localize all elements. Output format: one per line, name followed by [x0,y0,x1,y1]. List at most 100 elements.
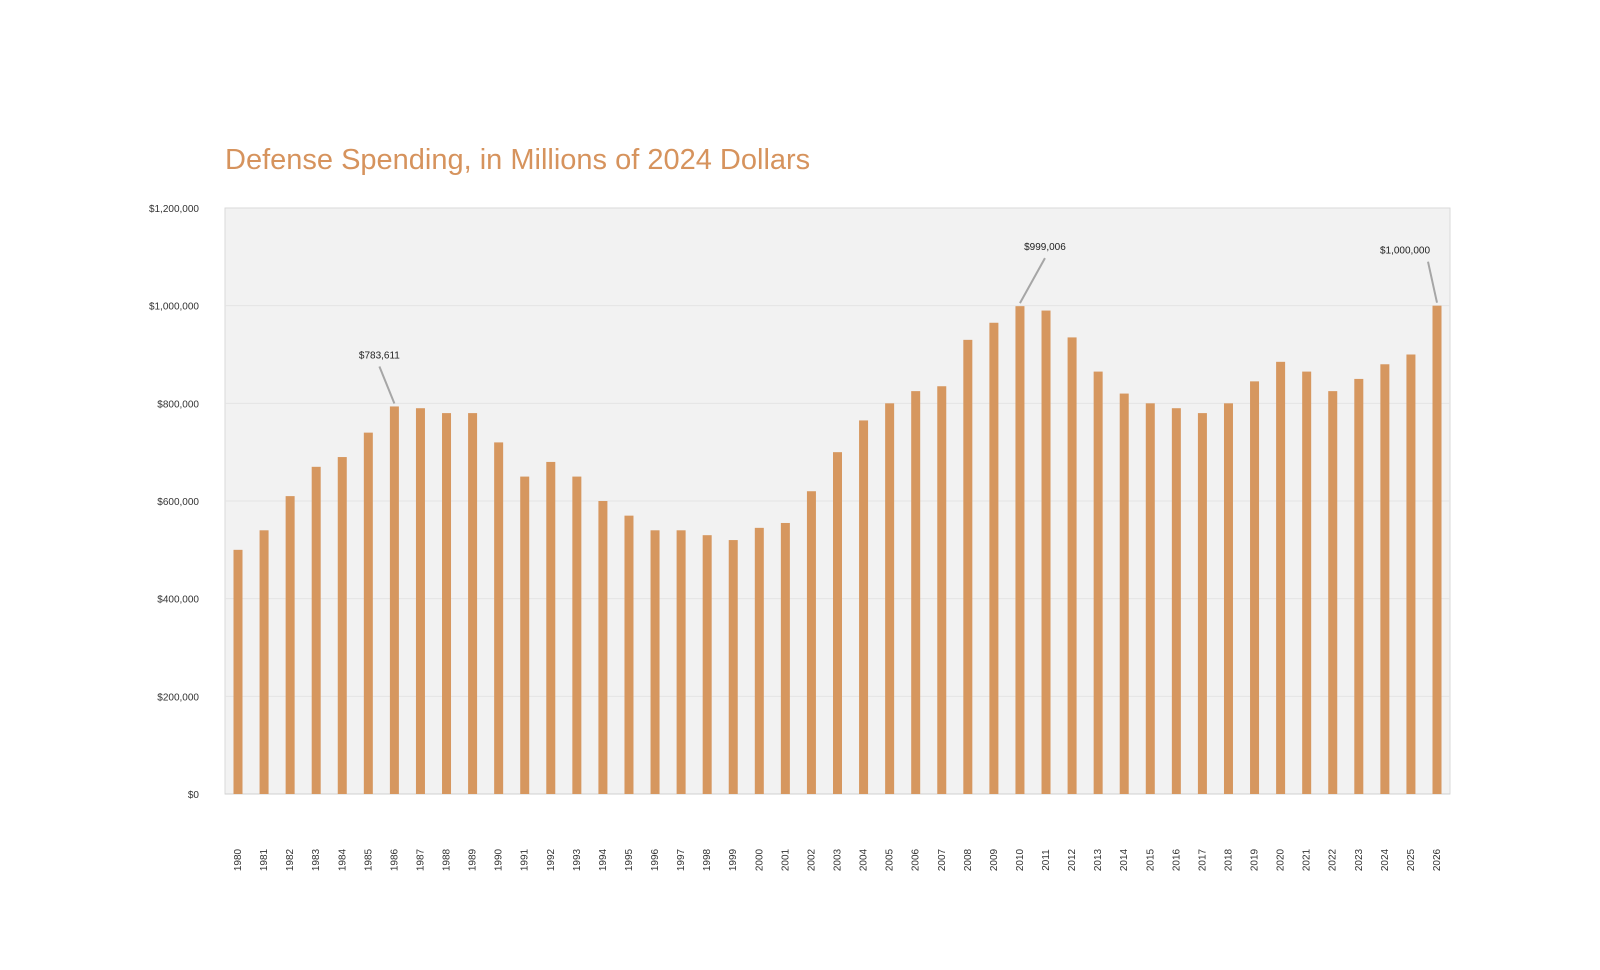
x-tick-label: 2002 [806,848,817,871]
x-tick-label: 1981 [259,848,270,871]
chart-title: Defense Spending, in Millions of 2024 Do… [225,144,811,176]
bar-1985 [363,432,373,794]
annotations: $783,611 $999,006 $1,000,000 [359,242,1438,404]
x-tick-label: 2011 [1041,849,1052,871]
bar-2021 [1302,371,1312,794]
y-tick-label: $1,200,000 [149,204,199,215]
x-tick-label: 1988 [442,848,453,871]
bar-2013 [1093,371,1103,794]
bar-1982 [285,496,295,794]
bar-2017 [1197,413,1207,794]
bars [233,305,1442,794]
bar-2014 [1119,393,1129,794]
bar-1986 [389,406,399,794]
x-tick-label: 1984 [337,848,348,871]
x-tick-label: 2020 [1276,848,1287,871]
bar-1983 [311,466,321,794]
x-tick-label: 1986 [389,848,400,871]
x-tick-label: 2025 [1406,848,1417,871]
bar-2000 [754,527,764,794]
x-tick-label: 1983 [311,848,322,871]
x-tick-label: 2021 [1302,848,1313,871]
bar-1990 [494,442,504,794]
bar-1999 [728,540,738,794]
x-tick-label: 2008 [963,848,974,871]
x-tick-label: 2010 [1015,848,1026,871]
x-tick-label: 1994 [598,848,609,871]
x-tick-label: 2018 [1223,848,1234,871]
bar-1992 [546,461,556,794]
x-tick-label: 2005 [885,848,896,871]
bar-2002 [806,491,816,794]
bar-2025 [1406,354,1416,794]
x-tick-label: 2003 [833,848,844,871]
bar-2026 [1432,305,1442,794]
bar-2011 [1041,310,1051,794]
bar-2008 [963,339,973,794]
x-tick-label: 1987 [415,848,426,871]
x-tick-label: 1995 [624,848,635,871]
x-tick-label: 2022 [1328,848,1339,871]
x-axis-ticks: 1980 1981 1982 1983 1984 1985 1986 1987 1988 1989… [233,848,1443,871]
x-tick-label: 1992 [546,848,557,871]
y-tick-label: $0 [188,790,200,801]
x-tick-label: 2024 [1380,848,1391,871]
annotation-leader-line [1427,261,1438,303]
x-tick-label: 1999 [728,848,739,871]
bar-2007 [937,386,947,794]
bar-2016 [1171,408,1181,794]
x-tick-label: 1990 [494,848,505,871]
x-tick-label: 1993 [572,848,583,871]
x-tick-label: 2012 [1067,848,1078,871]
bar-2010 [1015,306,1025,794]
bar-1997 [676,530,686,794]
bar-2022 [1328,391,1338,794]
bar-2003 [833,452,842,794]
bar-2001 [780,522,790,794]
bar-1981 [259,530,269,794]
bar-2020 [1276,361,1286,794]
bar-2006 [911,391,921,794]
x-tick-label: 1985 [363,848,374,871]
x-tick-label: 2004 [859,848,870,871]
annotation-leader-line [378,366,396,404]
x-tick-label: 2009 [989,848,1000,871]
x-tick-label: 2000 [754,848,765,871]
bar-2009 [989,322,999,794]
bar-1995 [624,515,634,794]
annotation-label: $783,611 [359,350,400,361]
bar-1998 [702,535,712,794]
y-axis-ticks: $0 $200,000 $400,000 $600,000 $800,000 $1,000… [149,204,199,801]
bar-1988 [442,413,452,794]
bar-1993 [572,476,582,794]
x-tick-label: 1980 [233,848,244,871]
x-tick-label: 2023 [1354,848,1365,871]
annotation-label: $999,006 [1024,242,1066,253]
bar-2024 [1380,364,1390,794]
x-tick-label: 2019 [1250,848,1261,871]
y-tick-label: $400,000 [157,595,199,606]
bar-1996 [650,530,660,794]
bar-1994 [598,501,608,794]
x-tick-label: 2015 [1145,848,1156,871]
bar-2004 [859,420,869,794]
bar-1980 [233,549,243,794]
bar-1991 [520,476,530,794]
bar-1987 [415,408,425,794]
y-tick-label: $800,000 [157,399,199,410]
bar-1984 [337,457,347,794]
y-tick-label: $600,000 [157,497,199,508]
x-tick-label: 2017 [1197,848,1208,871]
x-tick-label: 2014 [1119,848,1130,871]
x-tick-label: 1998 [702,848,713,871]
x-tick-label: 1996 [650,848,661,871]
x-tick-label: 1997 [676,848,687,871]
bar-2019 [1250,381,1260,794]
x-tick-label: 1991 [520,848,531,871]
x-tick-label: 2013 [1093,848,1104,871]
x-tick-label: 1989 [468,848,479,871]
x-tick-label: 2001 [780,848,791,871]
x-tick-label: 2006 [911,848,922,871]
x-tick-label: 1982 [285,848,296,871]
